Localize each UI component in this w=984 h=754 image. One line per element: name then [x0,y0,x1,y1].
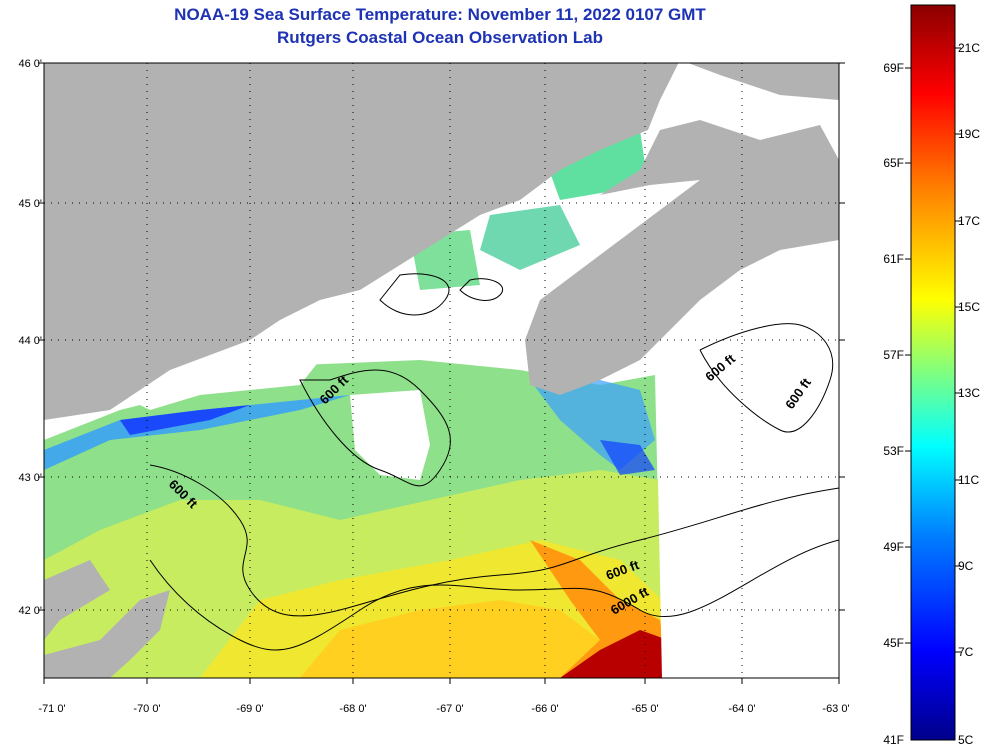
longitude-label: -69 0' [236,703,263,715]
longitude-label: -66 0' [531,703,558,715]
colorbar-fahrenheit-label: 45F [883,636,904,650]
colorbar-fahrenheit-label: 61F [883,252,904,266]
colorbar-celsius-label: 13C [958,386,980,400]
map-subtitle: Rutgers Coastal Ocean Observation Lab [277,28,603,47]
latitude-label: 44 0' [18,335,42,347]
colorbar-celsius-label: 15C [958,300,980,314]
colorbar-fahrenheit-label: 69F [883,61,904,75]
axis-ticks [38,62,845,684]
latitude-label: 42 0' [18,605,42,617]
latitude-label: 45 0' [18,198,42,210]
longitude-label: -67 0' [436,703,463,715]
map-area: 600 ft 600 ft 600 ft 600 ft 600 ft 6000 … [44,63,839,678]
latitude-label: 43 0' [18,472,42,484]
colorbar-fahrenheit-label: 65F [883,156,904,170]
latitude-label: 46 0' [18,58,42,70]
longitude-label: -68 0' [339,703,366,715]
colorbar-celsius-label: 19C [958,127,980,141]
colorbar-fahrenheit-label: 49F [883,540,904,554]
colorbar-celsius-label: 11C [958,473,979,487]
longitude-label: -63 0' [822,703,849,715]
colorbar-fahrenheit-label: 53F [883,444,904,458]
colorbar-fahrenheit-label: 57F [883,348,904,362]
colorbar-celsius-label: 7C [958,645,974,659]
longitude-label: -71 0' [38,703,65,715]
map-title: NOAA-19 Sea Surface Temperature: Novembe… [174,5,706,24]
longitude-label: -64 0' [728,703,755,715]
colorbar-celsius-label: 17C [958,214,980,228]
colorbar-fahrenheit-label: 41F [883,733,904,747]
map-frame [43,62,840,679]
colorbar-ticks [905,47,961,653]
longitude-label: -65 0' [631,703,658,715]
colorbar-celsius-label: 5C [958,733,974,747]
colorbar-celsius-label: 21C [958,41,980,55]
colorbar-celsius-label: 9C [958,559,974,573]
colorbar [910,4,956,741]
longitude-label: -70 0' [133,703,160,715]
